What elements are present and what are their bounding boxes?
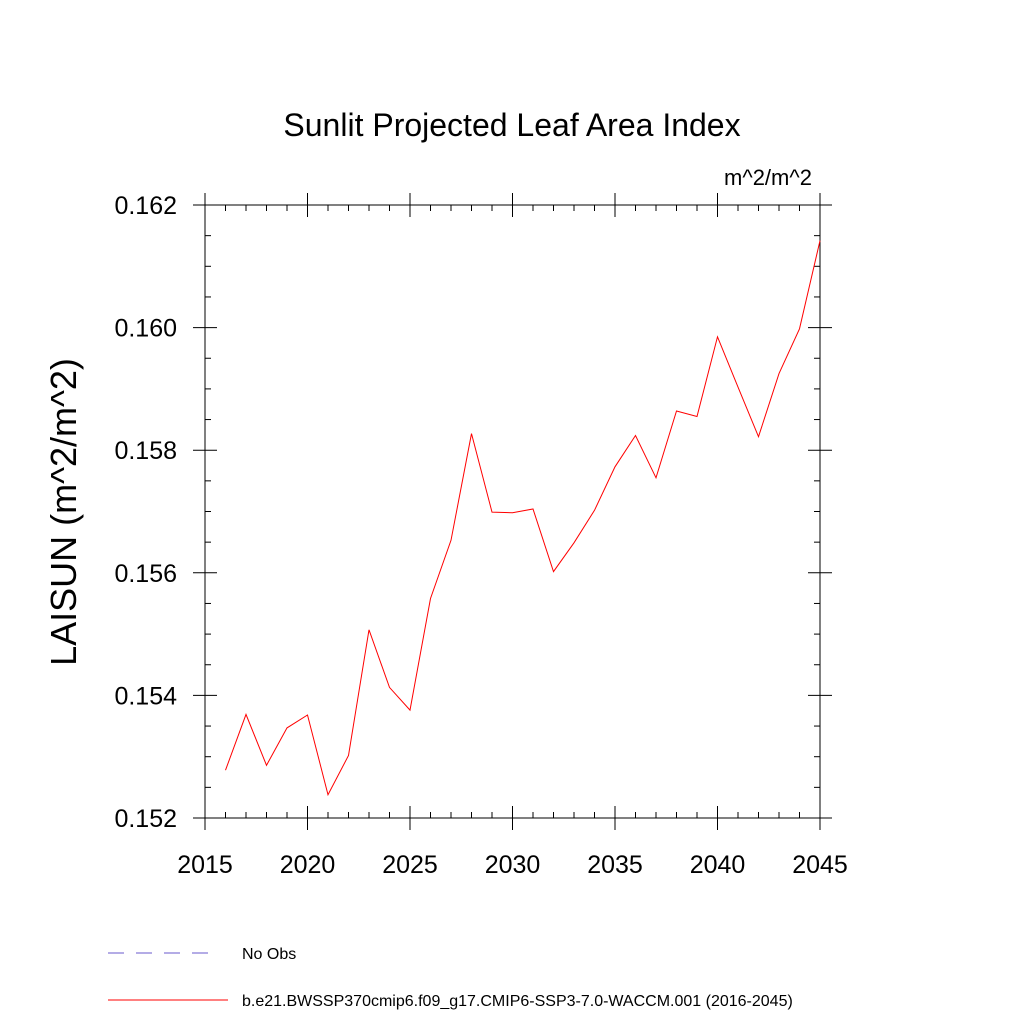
minor-ticks	[205, 205, 820, 818]
x-tick-label: 2035	[587, 851, 643, 879]
y-tick-label: 0.162	[114, 192, 177, 220]
y-tick-label: 0.156	[114, 560, 177, 588]
x-tick-label: 2045	[792, 851, 848, 879]
y-tick-label: 0.160	[114, 315, 177, 343]
plot-frame	[204, 204, 821, 819]
y-tick-labels: 0.152 0.154 0.156 0.158 0.160 0.162	[114, 192, 177, 833]
x-tick-label: 2040	[690, 851, 746, 879]
x-tick-label: 2030	[485, 851, 541, 879]
major-ticks	[193, 193, 832, 830]
x-tick-label: 2015	[177, 851, 233, 879]
legend: No Obs b.e21.BWSSP370cmip6.f09_g17.CMIP6…	[108, 946, 793, 1010]
x-tick-labels: 2015 2020 2025 2030 2035 2040 2045	[177, 851, 848, 879]
x-tick-label: 2025	[382, 851, 438, 879]
series-line-0	[225, 240, 821, 797]
y-tick-label: 0.158	[114, 437, 177, 465]
legend-label-no-obs: No Obs	[242, 946, 296, 963]
chart-title: Sunlit Projected Leaf Area Index	[283, 107, 740, 143]
y-tick-label: 0.154	[114, 682, 177, 710]
x-tick-label: 2020	[280, 851, 336, 879]
legend-label-model-run: b.e21.BWSSP370cmip6.f09_g17.CMIP6-SSP3-7…	[242, 993, 793, 1010]
units-label: m^2/m^2	[724, 165, 812, 190]
series-layer	[225, 240, 821, 797]
y-tick-label: 0.152	[114, 805, 177, 833]
y-axis-label: LAISUN (m^2/m^2)	[43, 358, 84, 666]
